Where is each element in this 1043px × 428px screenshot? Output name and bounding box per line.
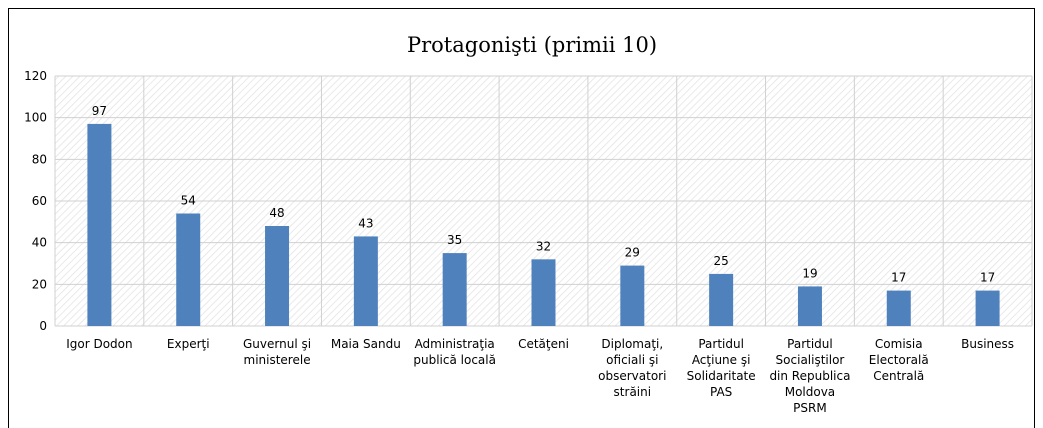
bar: [620, 265, 645, 326]
x-tick-label: Igor Dodon: [66, 337, 132, 351]
bar: [531, 259, 556, 326]
bar: [975, 290, 1000, 326]
data-label: 54: [181, 194, 196, 208]
data-label: 29: [625, 246, 640, 260]
x-tick-label: Partidul Socialiştilor din Republica Moldov…: [769, 337, 850, 415]
data-label: 17: [980, 271, 995, 285]
y-tick-label: 80: [32, 152, 47, 166]
data-label: 17: [891, 271, 906, 285]
y-tick-label: 100: [24, 111, 47, 125]
x-tick-label: Maia Sandu: [331, 337, 401, 351]
data-label: 48: [269, 206, 284, 220]
x-tick-label: Guvernul şi ministerele: [243, 337, 311, 367]
y-tick-label: 120: [24, 69, 47, 83]
x-tick-label: Business: [961, 337, 1014, 351]
bar: [709, 273, 734, 326]
bar: [797, 286, 822, 326]
chart-title: Protagonişti (primii 10): [407, 33, 657, 57]
bar: [265, 226, 290, 326]
x-tick-label: Partidul Acţiune şi Solidaritate PAS: [687, 337, 756, 399]
x-tick-label: Experţi: [167, 337, 210, 351]
data-label: 97: [92, 104, 107, 118]
bar: [886, 290, 911, 326]
y-tick-label: 40: [32, 236, 47, 250]
x-tick-label: Comisia Electorală Centrală: [869, 337, 929, 383]
x-tick-label: Administraţia publică locală: [413, 337, 496, 367]
data-label: 35: [447, 233, 462, 247]
data-label: 19: [802, 266, 817, 280]
x-tick-label: Diplomaţi, oficiali şi observatori străini: [598, 337, 666, 399]
y-tick-label: 60: [32, 194, 47, 208]
x-tick-label: Cetăţeni: [518, 337, 569, 351]
data-label: 25: [713, 254, 728, 268]
bar: [442, 253, 467, 326]
data-label: 43: [358, 216, 373, 230]
bar: [176, 213, 201, 326]
y-tick-label: 0: [39, 319, 47, 333]
y-tick-label: 20: [32, 277, 47, 291]
data-label: 32: [536, 239, 551, 253]
bar: [87, 123, 112, 327]
bar: [353, 236, 378, 326]
